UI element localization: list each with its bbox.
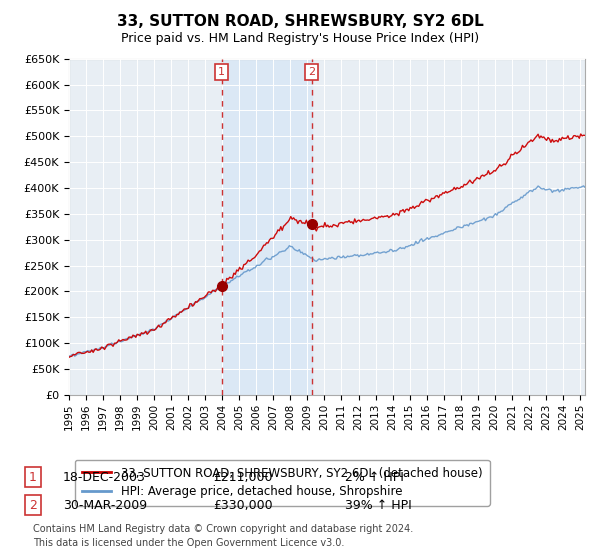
Bar xyxy=(221,59,311,395)
Text: £330,000: £330,000 xyxy=(213,498,272,512)
Text: 2% ↑ HPI: 2% ↑ HPI xyxy=(345,470,404,484)
Legend: 33, SUTTON ROAD, SHREWSBURY, SY2 6DL (detached house), HPI: Average price, detac: 33, SUTTON ROAD, SHREWSBURY, SY2 6DL (de… xyxy=(75,460,490,506)
Text: 33, SUTTON ROAD, SHREWSBURY, SY2 6DL: 33, SUTTON ROAD, SHREWSBURY, SY2 6DL xyxy=(116,14,484,29)
Text: 1: 1 xyxy=(218,67,225,77)
Text: Price paid vs. HM Land Registry's House Price Index (HPI): Price paid vs. HM Land Registry's House … xyxy=(121,32,479,45)
Text: 39% ↑ HPI: 39% ↑ HPI xyxy=(345,498,412,512)
Text: 30-MAR-2009: 30-MAR-2009 xyxy=(63,498,147,512)
Text: 2: 2 xyxy=(308,67,315,77)
Text: £211,000: £211,000 xyxy=(213,470,272,484)
Text: 18-DEC-2003: 18-DEC-2003 xyxy=(63,470,146,484)
Text: 2: 2 xyxy=(29,498,37,512)
Text: Contains HM Land Registry data © Crown copyright and database right 2024.
This d: Contains HM Land Registry data © Crown c… xyxy=(33,525,413,548)
Text: 1: 1 xyxy=(29,470,37,484)
